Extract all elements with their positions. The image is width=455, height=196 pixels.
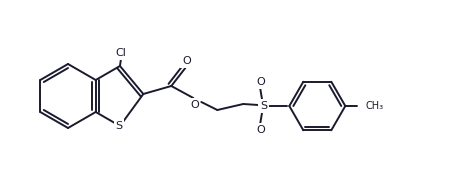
Text: O: O — [255, 125, 264, 135]
Text: O: O — [182, 56, 190, 66]
Text: S: S — [259, 101, 266, 111]
Text: CH₃: CH₃ — [364, 101, 383, 111]
Text: O: O — [255, 77, 264, 87]
Text: S: S — [115, 121, 122, 131]
Text: O: O — [190, 100, 198, 110]
Text: Cl: Cl — [115, 48, 126, 58]
